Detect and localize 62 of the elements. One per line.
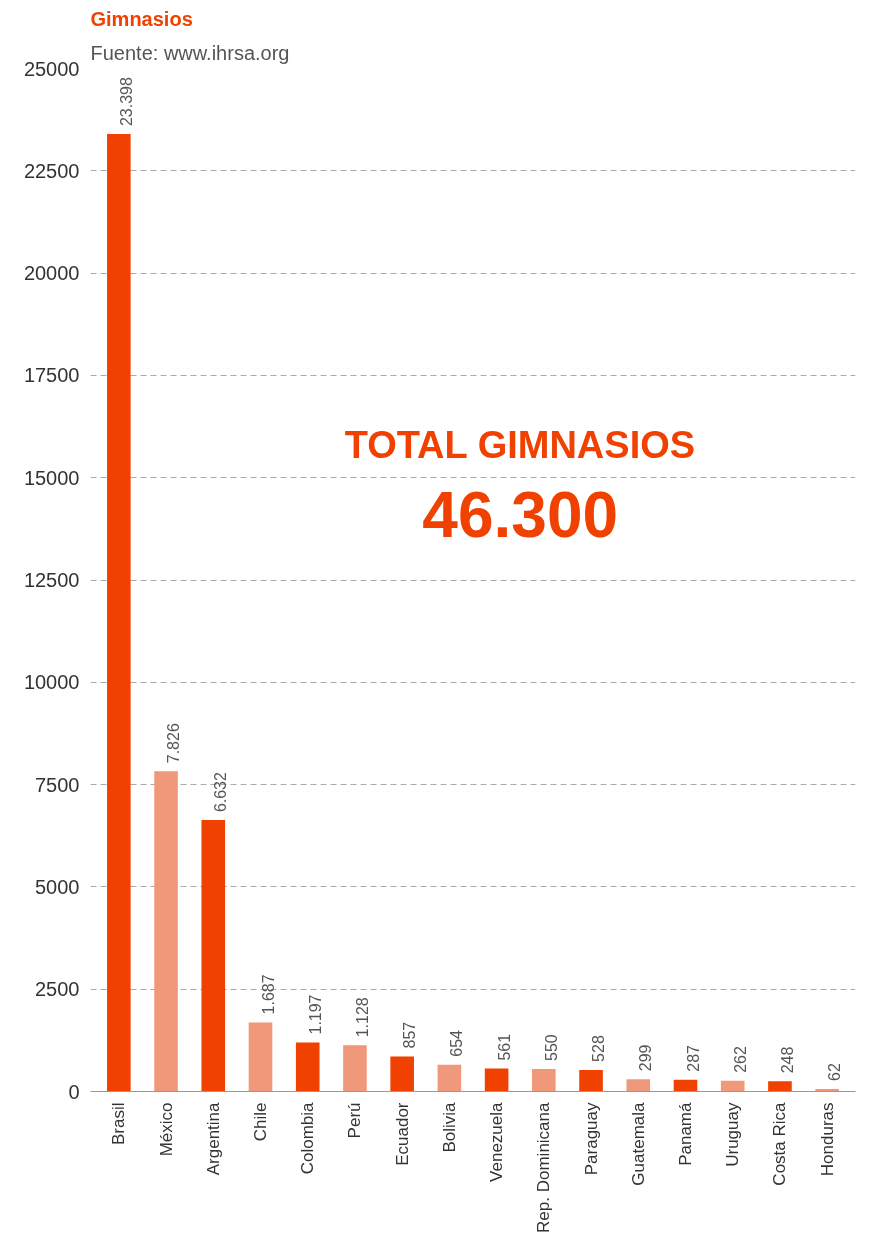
data-label: 1.687 — [259, 974, 277, 1015]
bar — [768, 1081, 792, 1092]
data-label: 857 — [401, 1021, 419, 1049]
bar — [579, 1069, 603, 1092]
data-label: 561 — [495, 1033, 513, 1061]
data-label: 1.128 — [353, 997, 371, 1038]
data-label: 62 — [826, 1063, 844, 1081]
data-label: 528 — [590, 1035, 608, 1062]
x-tick-label: Chile — [251, 1102, 270, 1142]
data-label: 299 — [637, 1044, 655, 1072]
x-tick-label: Costa Rica — [770, 1101, 790, 1186]
x-tick-label: Perú — [345, 1102, 365, 1139]
x-tick-label: Panamá — [676, 1101, 695, 1166]
x-tick-label: Paraguay — [581, 1102, 601, 1176]
y-tick-label: 20000 — [23, 262, 80, 285]
y-tick-label: 17500 — [23, 364, 80, 387]
bar — [626, 1079, 651, 1092]
x-tick-label: Brasil — [109, 1102, 129, 1146]
data-label: 23.398 — [117, 77, 135, 127]
bar — [720, 1080, 745, 1092]
bar — [248, 1022, 273, 1092]
bar — [390, 1056, 414, 1092]
x-tick-label: Rep. Dominicana — [534, 1101, 554, 1233]
y-tick-label: 0 — [68, 1080, 80, 1103]
x-tick-label: Colombia — [298, 1101, 318, 1175]
data-label: 248 — [778, 1046, 796, 1074]
x-tick-label: Guatemala — [628, 1101, 648, 1186]
x-tick-label: Uruguay — [723, 1102, 743, 1167]
data-label: 6.632 — [212, 771, 230, 813]
x-tick-label: Ecuador — [392, 1102, 412, 1166]
y-tick-label: 7500 — [35, 773, 80, 796]
bar — [295, 1042, 320, 1092]
data-label: 262 — [731, 1045, 749, 1073]
x-tick-label: Bolivia — [439, 1101, 459, 1153]
bar — [673, 1079, 698, 1092]
x-tick-label: México — [156, 1102, 176, 1157]
bar — [107, 134, 131, 1092]
y-tick-label: 5000 — [35, 875, 80, 898]
data-label: 1.197 — [306, 994, 324, 1035]
y-tick-label: 10000 — [23, 671, 80, 694]
chart-subtitle: Fuente: www.ihrsa.org — [90, 41, 290, 64]
y-tick-label: 25000 — [23, 57, 80, 80]
data-label: 7.826 — [165, 723, 183, 764]
x-tick-label: Honduras — [817, 1102, 837, 1177]
y-tick-label: 12500 — [23, 569, 80, 591]
annotation: 46.300 — [422, 479, 619, 552]
bar — [154, 771, 178, 1092]
y-tick-label: 15000 — [23, 466, 80, 489]
data-label: 654 — [448, 1029, 466, 1057]
bar — [343, 1045, 367, 1092]
bar — [484, 1068, 509, 1092]
y-tick-label: 2500 — [35, 978, 80, 1001]
bar — [532, 1068, 556, 1092]
x-tick-label: Venezuela — [487, 1101, 507, 1182]
y-tick-label: 22500 — [23, 159, 80, 182]
data-label: 550 — [542, 1034, 560, 1061]
chart-title: Gimnasios — [90, 7, 193, 30]
x-tick-label: Argentina — [203, 1101, 223, 1176]
bar — [201, 820, 226, 1092]
annotation: TOTAL GIMNASIOS — [344, 423, 696, 466]
data-label: 287 — [684, 1044, 702, 1072]
bar — [437, 1064, 462, 1092]
